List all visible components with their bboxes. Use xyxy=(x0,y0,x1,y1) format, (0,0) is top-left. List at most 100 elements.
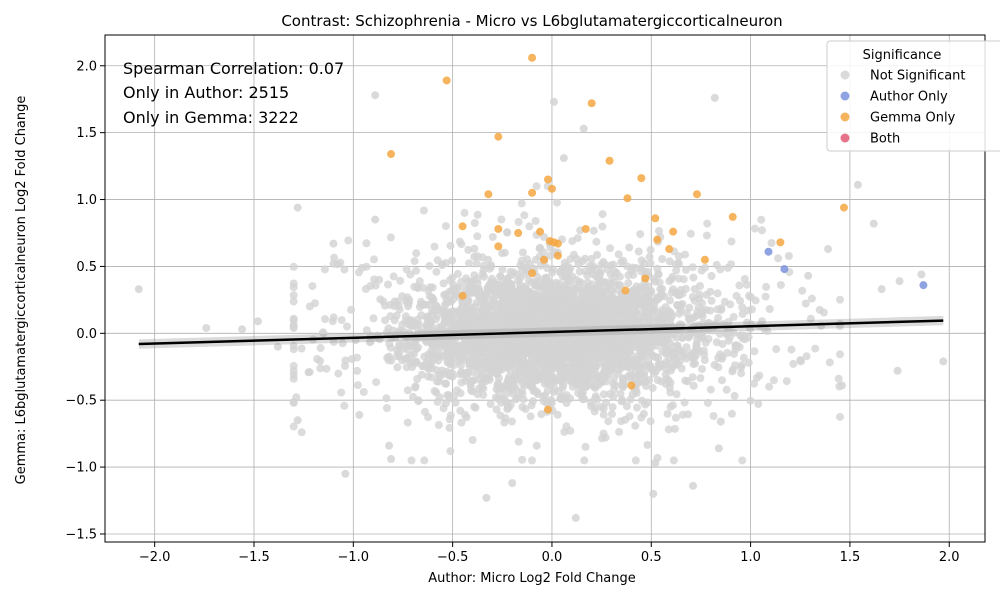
point-not-significant xyxy=(607,293,616,302)
point-not-significant xyxy=(456,389,465,398)
point-not-significant xyxy=(664,425,673,434)
point-not-significant xyxy=(591,392,600,401)
point-gemma-only xyxy=(514,228,523,237)
point-not-significant xyxy=(599,390,608,399)
point-not-significant xyxy=(565,286,574,295)
x-tick-label: −1.5 xyxy=(238,550,270,565)
point-not-significant xyxy=(297,344,306,353)
point-not-significant xyxy=(630,301,639,310)
point-not-significant xyxy=(796,356,805,365)
point-not-significant xyxy=(502,308,511,317)
point-not-significant xyxy=(503,228,512,237)
point-not-significant xyxy=(500,281,509,290)
point-not-significant xyxy=(596,336,605,345)
point-not-significant xyxy=(565,372,574,381)
point-not-significant xyxy=(801,299,810,308)
point-not-significant xyxy=(807,294,816,303)
point-not-significant xyxy=(688,481,697,490)
point-not-significant xyxy=(727,260,736,269)
point-not-significant xyxy=(512,320,521,329)
significant-points xyxy=(387,53,928,414)
point-not-significant xyxy=(381,301,389,310)
point-not-significant xyxy=(403,418,412,427)
legend-marker-not-significant xyxy=(840,70,850,80)
point-not-significant xyxy=(567,304,575,313)
point-not-significant xyxy=(503,405,512,414)
point-not-significant xyxy=(606,302,615,311)
point-not-significant xyxy=(649,489,658,498)
point-not-significant xyxy=(552,323,561,331)
point-not-significant xyxy=(625,243,634,252)
point-not-significant xyxy=(537,288,546,297)
y-axis-label: Gemma: L6bglutamatergiccorticalneuron Lo… xyxy=(14,96,29,485)
point-not-significant xyxy=(490,320,499,329)
point-not-significant xyxy=(750,347,759,356)
point-not-significant xyxy=(532,306,541,315)
point-not-significant xyxy=(460,208,469,217)
point-not-significant xyxy=(442,379,450,388)
point-not-significant xyxy=(637,396,646,405)
point-not-significant xyxy=(668,312,677,320)
point-not-significant xyxy=(470,244,479,253)
point-not-significant xyxy=(604,417,613,426)
point-gemma-only xyxy=(700,255,709,264)
point-not-significant xyxy=(461,284,470,292)
point-not-significant xyxy=(498,299,506,308)
point-not-significant xyxy=(414,326,423,335)
point-not-significant xyxy=(575,294,584,303)
point-not-significant xyxy=(706,306,715,315)
point-not-significant xyxy=(743,318,751,327)
point-not-significant xyxy=(697,310,706,319)
point-not-significant xyxy=(487,338,496,347)
point-not-significant xyxy=(385,441,394,450)
point-not-significant xyxy=(432,267,441,276)
point-not-significant xyxy=(435,344,444,353)
point-not-significant xyxy=(804,271,813,280)
point-not-significant xyxy=(571,513,580,522)
point-not-significant xyxy=(714,314,723,322)
point-not-significant xyxy=(579,350,588,358)
point-not-significant xyxy=(676,300,685,309)
point-not-significant xyxy=(632,389,641,397)
point-not-significant xyxy=(442,299,451,308)
point-not-significant xyxy=(476,313,485,321)
point-not-significant xyxy=(569,295,578,304)
point-not-significant xyxy=(503,274,512,283)
point-not-significant xyxy=(600,369,608,378)
point-not-significant xyxy=(590,403,599,412)
point-not-significant xyxy=(596,311,605,320)
point-not-significant xyxy=(609,260,618,269)
point-not-significant xyxy=(655,227,663,235)
point-not-significant xyxy=(491,356,500,365)
point-not-significant xyxy=(765,382,774,391)
point-not-significant xyxy=(387,455,396,464)
point-not-significant xyxy=(644,309,653,317)
point-not-significant xyxy=(439,404,448,413)
point-not-significant xyxy=(446,241,455,250)
point-not-significant xyxy=(414,397,423,406)
point-not-significant xyxy=(917,270,926,279)
point-not-significant xyxy=(678,410,687,419)
point-not-significant xyxy=(713,289,722,298)
point-not-significant xyxy=(725,332,734,341)
point-not-significant xyxy=(559,381,568,390)
point-not-significant xyxy=(496,272,505,281)
point-not-significant xyxy=(405,337,414,345)
point-not-significant xyxy=(636,230,645,239)
x-tick-label: 2.0 xyxy=(939,550,960,565)
point-not-significant xyxy=(539,299,548,308)
point-not-significant xyxy=(678,333,687,342)
point-not-significant xyxy=(677,364,686,373)
point-not-significant xyxy=(492,405,501,414)
point-not-significant xyxy=(385,339,394,348)
point-not-significant xyxy=(646,318,655,327)
point-not-significant xyxy=(527,370,536,379)
point-not-significant xyxy=(730,391,739,400)
point-not-significant xyxy=(508,479,517,488)
point-not-significant xyxy=(596,342,605,351)
point-not-significant xyxy=(411,383,420,392)
point-gemma-only xyxy=(581,224,590,233)
point-not-significant xyxy=(643,348,652,357)
point-not-significant xyxy=(714,444,723,453)
